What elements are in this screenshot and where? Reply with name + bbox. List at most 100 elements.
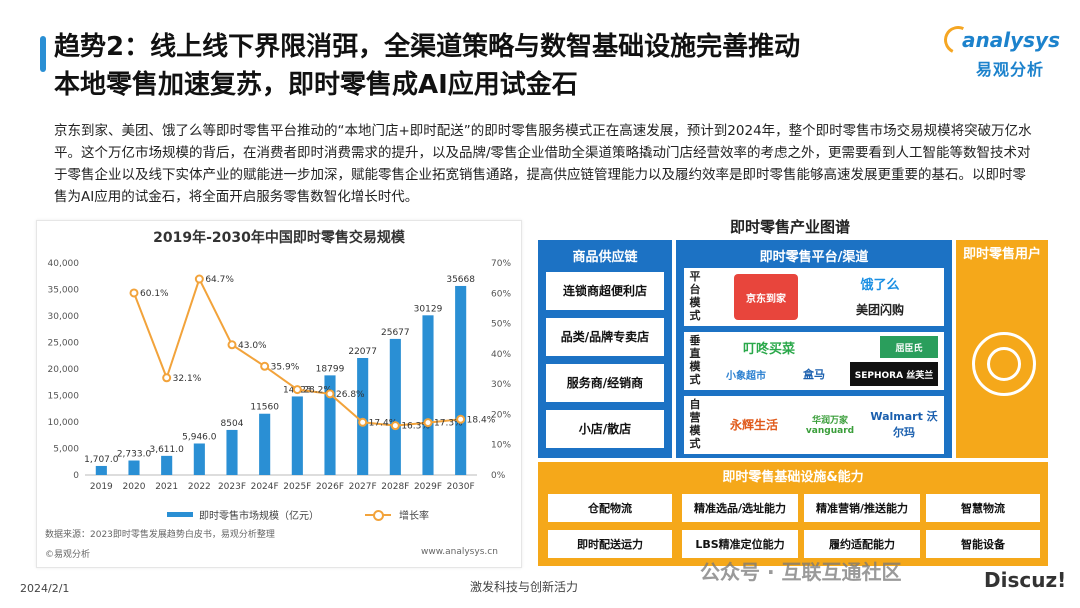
left-axis-tick-label: 35,000 bbox=[48, 286, 80, 296]
row-label-platform: 平台模式 bbox=[689, 270, 701, 322]
supply-item: 连锁商超便利店 bbox=[546, 272, 664, 310]
chart-panel: 2019年-2030年中国即时零售交易规模 0 5,000 10,000 15,000… bbox=[36, 220, 522, 568]
growth-value-label: 18.4% bbox=[467, 415, 496, 425]
supply-item: 服务商/经销商 bbox=[546, 364, 664, 402]
growth-point bbox=[292, 385, 302, 395]
x-tick-label: 2020 bbox=[123, 482, 146, 492]
bar-value-label: 11560 bbox=[250, 403, 279, 413]
bar bbox=[291, 396, 303, 475]
brand-sephora: SEPHORA 丝芙兰 bbox=[850, 362, 938, 386]
bar bbox=[193, 443, 205, 475]
title-line-2: 本地零售加速复苏，即时零售成AI应用试金石 bbox=[54, 70, 578, 100]
bar-value-label: 18799 bbox=[316, 364, 345, 374]
x-tick-label: 2026F bbox=[316, 482, 344, 492]
left-axis-tick-label: 15,000 bbox=[48, 392, 80, 402]
brand-hema: 盒马 bbox=[803, 368, 825, 381]
chart-url: www.analysys.cn bbox=[421, 547, 498, 557]
infra-item: 精准营销/推送能力 bbox=[804, 494, 920, 522]
bar bbox=[455, 285, 467, 475]
growth-value-label: 64.7% bbox=[205, 275, 234, 285]
infra-item: 履约适配能力 bbox=[804, 530, 920, 558]
platform-row-platform: 平台模式 京东到家 饿了么 美团闪购 bbox=[684, 268, 944, 326]
brand-jddj: 京东到家 bbox=[734, 274, 798, 320]
row-label-selfrun: 自营模式 bbox=[689, 398, 701, 450]
user-head: 即时零售用户 bbox=[962, 247, 1041, 262]
bar bbox=[128, 460, 140, 475]
infra-item: 精准选品/选址能力 bbox=[682, 494, 798, 522]
x-tick-label: 2023F bbox=[218, 482, 246, 492]
growth-point bbox=[194, 274, 204, 284]
chart-source: 数据来源：2023即时零售发展趋势白皮书，易观分析整理 bbox=[45, 530, 275, 540]
bar bbox=[422, 315, 434, 475]
growth-value-label: 17.4% bbox=[369, 418, 398, 428]
x-tick-label: 2030F bbox=[447, 482, 475, 492]
infrastructure-panel: 即时零售基础设施&能力 仓配物流 即时配送运力 精准选品/选址能力 精准营销/推… bbox=[538, 462, 1048, 566]
brand-vanguard: 华润万家 vanguard bbox=[805, 415, 855, 436]
discuz-watermark: Discuz! bbox=[984, 568, 1067, 592]
left-axis-tick-label: 5,000 bbox=[53, 445, 79, 455]
infra-item-left: 即时配送运力 bbox=[548, 530, 672, 558]
infra-item-left: 仓配物流 bbox=[548, 494, 672, 522]
user-column: 即时零售用户 bbox=[956, 240, 1048, 458]
infra-item: 智慧物流 bbox=[926, 494, 1040, 522]
brand-walmart: Walmart 沃尔玛 bbox=[870, 410, 938, 439]
bar bbox=[357, 357, 369, 475]
x-tick-label: 2019 bbox=[90, 482, 113, 492]
left-axis-tick-label: 0 bbox=[73, 471, 79, 481]
logo-name: analysys bbox=[962, 28, 1060, 52]
legend-line-marker bbox=[373, 510, 384, 521]
user-icon bbox=[972, 332, 1036, 396]
growth-point bbox=[162, 373, 172, 383]
growth-point bbox=[423, 418, 433, 428]
body-paragraph: 京东到家、美团、饿了么等即时零售平台推动的“本地门店+即时配送”的即时零售服务模… bbox=[54, 123, 1032, 205]
infrastructure-head: 即时零售基础设施&能力 bbox=[722, 470, 864, 485]
right-axis-tick-label: 40% bbox=[491, 350, 511, 360]
legend-bar-label: 即时零售市场规模（亿元） bbox=[199, 511, 319, 522]
supply-item: 品类/品牌专卖店 bbox=[546, 318, 664, 356]
platform-row-selfrun: 自营模式 永辉生活 华润万家 vanguard Walmart 沃尔玛 bbox=[684, 396, 944, 454]
infra-item: LBS精准定位能力 bbox=[682, 530, 798, 558]
bar-value-label: 30129 bbox=[414, 304, 443, 314]
left-axis-tick-label: 40,000 bbox=[48, 259, 80, 269]
brand-yonghui: 永辉生活 bbox=[729, 417, 778, 432]
growth-point bbox=[456, 414, 466, 424]
x-tick-label: 2025F bbox=[283, 482, 311, 492]
growth-point bbox=[325, 389, 335, 399]
chart-copyright: ©易观分析 bbox=[45, 550, 91, 560]
bar-value-label: 2,733.0 bbox=[117, 450, 152, 460]
growth-point bbox=[129, 288, 139, 298]
platform-row-vertical: 垂直模式 叮咚买菜 屈臣氏 小象超市 盒马 SEPHORA 丝芙兰 bbox=[684, 332, 944, 390]
brand-dingdong: 叮咚买菜 bbox=[742, 341, 795, 357]
bar-value-label: 35668 bbox=[446, 275, 475, 285]
growth-value-label: 28.2% bbox=[303, 386, 332, 396]
bar bbox=[95, 465, 107, 475]
analysys-logo: analysys 易观分析 bbox=[940, 22, 1068, 84]
growth-point bbox=[260, 361, 270, 371]
growth-value-label: 16.3% bbox=[401, 422, 430, 432]
chart-svg: 0 5,000 10,000 15,000 20,000 25,000 30,000 35,0… bbox=[48, 259, 512, 492]
title-line-1: 趋势2：线上线下界限消弭，全渠道策略与数智基础设施完善推动 bbox=[54, 32, 801, 62]
right-axis-tick-label: 10% bbox=[491, 441, 511, 451]
right-axis-tick-label: 60% bbox=[491, 289, 511, 299]
growth-point bbox=[358, 417, 368, 427]
bar bbox=[324, 375, 336, 475]
growth-value-label: 17.3% bbox=[434, 419, 463, 429]
bar-value-label: 1,707.0 bbox=[84, 455, 119, 465]
right-axis-tick-label: 0% bbox=[491, 471, 506, 481]
bar bbox=[389, 338, 401, 475]
platform-head: 即时零售平台/渠道 bbox=[759, 250, 869, 265]
brand-eleme: 饿了么 bbox=[860, 277, 900, 293]
x-tick-label: 2029F bbox=[414, 482, 442, 492]
right-axis-tick-label: 20% bbox=[491, 410, 511, 420]
supply-chain-head: 商品供应链 bbox=[572, 250, 638, 265]
growth-value-label: 26.8% bbox=[336, 390, 365, 400]
brand-meituan-shangou: 美团闪购 bbox=[855, 302, 904, 317]
bar bbox=[259, 413, 271, 475]
right-axis-tick-label: 70% bbox=[491, 259, 511, 269]
supply-item: 小店/散店 bbox=[546, 410, 664, 448]
growth-value-label: 43.0% bbox=[238, 341, 267, 351]
bar-value-label: 22077 bbox=[348, 347, 377, 357]
logo-subtitle: 易观分析 bbox=[976, 60, 1045, 79]
left-axis-tick-label: 25,000 bbox=[48, 339, 80, 349]
x-tick-label: 2028F bbox=[381, 482, 409, 492]
